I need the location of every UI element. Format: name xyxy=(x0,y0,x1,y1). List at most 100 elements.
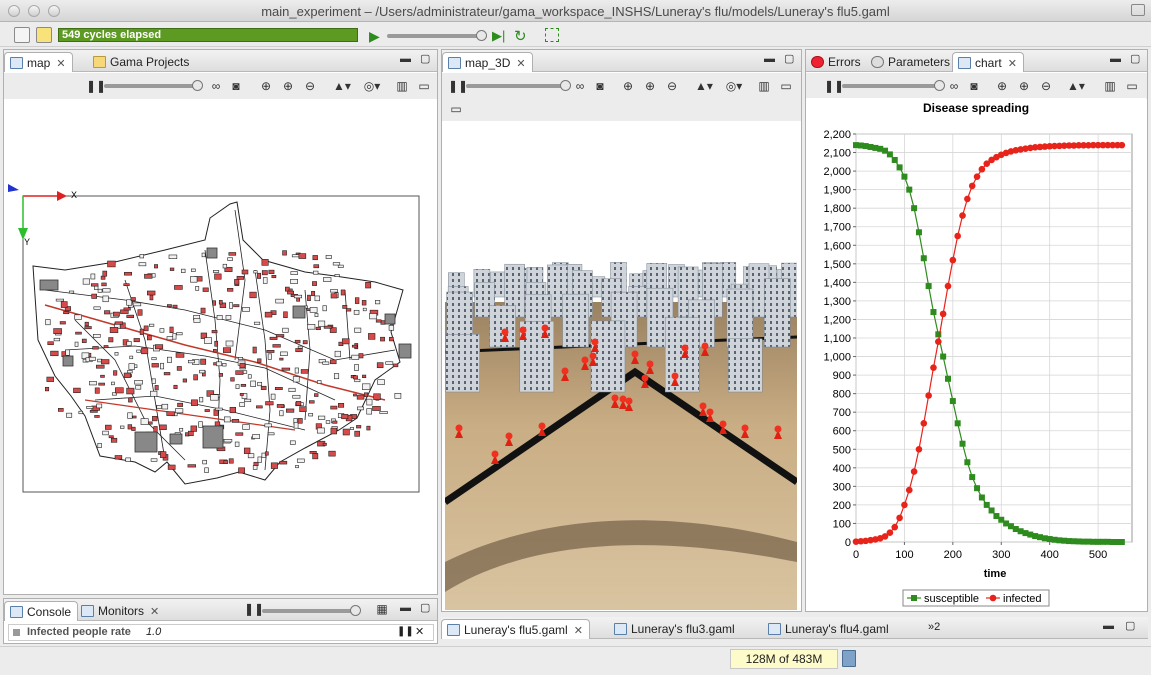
tab-gama-projects[interactable]: Gama Projects xyxy=(88,52,195,72)
map3d-refresh-slider[interactable] xyxy=(466,84,570,88)
monitor-value: 1.0 xyxy=(146,626,162,638)
susceptible-point xyxy=(1007,523,1014,530)
pause-icon[interactable]: ❚❚ xyxy=(86,79,107,93)
agent-cone xyxy=(589,357,597,366)
add-monitor-icon[interactable]: ▦ xyxy=(376,602,388,616)
zoom-fit-icon[interactable]: ⊕ xyxy=(622,79,634,93)
zoom-in-icon[interactable]: ⊕ xyxy=(644,79,656,93)
play-button[interactable]: ▶ xyxy=(369,28,380,44)
maximize-icon[interactable]: ▢ xyxy=(1130,53,1141,65)
globe-icon[interactable]: ◎▾ xyxy=(363,79,381,93)
disease-chart[interactable]: Disease spreading 0 100 200 300 400 500 600 700… xyxy=(806,98,1146,610)
tab-map3d[interactable]: map_3D ✕ xyxy=(442,52,533,72)
maximize-icon[interactable]: ▢ xyxy=(1125,620,1136,632)
reload-button[interactable]: ↻ xyxy=(514,28,527,45)
tab-chart[interactable]: chart ✕ xyxy=(952,52,1024,72)
map-slider-knob[interactable] xyxy=(192,80,203,91)
minimize-icon[interactable]: ▬ xyxy=(764,53,775,65)
minimize-icon[interactable]: ▬ xyxy=(400,602,411,614)
zoom-fit-icon[interactable]: ⊕ xyxy=(260,79,272,93)
tab-monitors[interactable]: Monitors ✕ xyxy=(76,601,165,621)
zoom-in-icon[interactable]: ⊕ xyxy=(1018,79,1030,93)
close-tab-icon[interactable]: ✕ xyxy=(516,58,526,70)
zoom-out-icon[interactable]: ⊖ xyxy=(1040,79,1052,93)
pause-monitor-icon[interactable]: ❚❚ xyxy=(397,626,414,637)
close-tab-icon[interactable]: ✕ xyxy=(56,58,66,70)
minimize-icon[interactable]: ▬ xyxy=(400,53,411,65)
tab-editor-flu4[interactable]: Luneray's flu4.gaml xyxy=(763,619,895,639)
close-tab-icon[interactable]: ✕ xyxy=(573,625,583,637)
pause-icon[interactable]: ❚❚ xyxy=(244,602,265,616)
minimize-window-button[interactable] xyxy=(28,5,40,17)
map3d-slider-knob[interactable] xyxy=(560,80,571,91)
layers-icon[interactable]: ▲▾ xyxy=(333,79,351,93)
building xyxy=(279,357,284,361)
camera-icon[interactable]: ◙ xyxy=(970,79,978,93)
minimize-icon[interactable]: ▬ xyxy=(1103,620,1114,632)
layers-icon[interactable]: ▲▾ xyxy=(1067,79,1085,93)
overlay-icon[interactable]: ▭ xyxy=(1126,79,1138,93)
close-window-button[interactable] xyxy=(8,5,20,17)
susceptible-point xyxy=(964,459,971,466)
tab-editor-flu5[interactable]: Luneray's flu5.gaml ✕ xyxy=(441,619,590,639)
pause-icon[interactable]: ❚❚ xyxy=(448,79,469,93)
layout-icon[interactable] xyxy=(545,28,559,42)
console-toggle-icon[interactable] xyxy=(14,27,30,43)
building xyxy=(167,464,176,470)
zoom-in-icon[interactable]: ⊕ xyxy=(282,79,294,93)
monitor-slider-knob[interactable] xyxy=(350,605,361,616)
camera-icon[interactable]: ◙ xyxy=(596,79,604,93)
building xyxy=(317,380,322,384)
chart-slider-knob[interactable] xyxy=(934,80,945,91)
side-panel-icon[interactable]: ▥ xyxy=(758,79,770,93)
map-refresh-slider[interactable] xyxy=(104,84,199,88)
link-icon[interactable]: ∞ xyxy=(575,79,585,93)
link-icon[interactable]: ∞ xyxy=(211,79,221,93)
overlay-icon[interactable]: ▭ xyxy=(418,79,430,93)
speed-slider[interactable] xyxy=(387,34,487,38)
globe-icon[interactable]: ◎▾ xyxy=(725,79,743,93)
remove-monitor-icon[interactable]: ✕ xyxy=(415,626,425,638)
agent-cone xyxy=(455,429,463,438)
tab-map[interactable]: map ✕ xyxy=(4,52,73,72)
overlay-icon[interactable]: ▭ xyxy=(780,79,792,93)
more-tabs-button[interactable]: »2 xyxy=(928,621,941,633)
minimize-icon[interactable]: ▬ xyxy=(1110,53,1121,65)
building xyxy=(172,333,177,340)
pause-icon[interactable]: ❚❚ xyxy=(824,79,845,93)
infected-point xyxy=(1041,143,1049,150)
monitor-refresh-slider[interactable] xyxy=(262,609,360,613)
zoom-out-icon[interactable]: ⊖ xyxy=(304,79,316,93)
tab-errors[interactable]: Errors xyxy=(806,52,867,72)
map-canvas[interactable]: X Y xyxy=(5,100,436,593)
maximize-icon[interactable]: ▢ xyxy=(420,53,431,65)
tab-parameters[interactable]: Parameters xyxy=(866,52,956,72)
map3d-canvas[interactable] xyxy=(445,122,797,610)
layers-icon[interactable]: ▲▾ xyxy=(695,79,713,93)
building xyxy=(228,252,237,256)
maximize-icon[interactable]: ▢ xyxy=(420,602,431,614)
tab-editor-flu3[interactable]: Luneray's flu3.gaml xyxy=(609,619,741,639)
building xyxy=(187,464,196,468)
side-panel-icon[interactable]: ▥ xyxy=(396,79,408,93)
side-panel-icon[interactable]: ▥ xyxy=(1104,79,1116,93)
trash-icon[interactable] xyxy=(842,650,856,667)
link-icon[interactable]: ∞ xyxy=(949,79,959,93)
tab-console[interactable]: Console xyxy=(4,601,79,621)
edit-icon[interactable] xyxy=(36,27,52,43)
zoom-out-icon[interactable]: ⊖ xyxy=(666,79,678,93)
agent-cone xyxy=(701,347,709,356)
step-button[interactable]: ▶| xyxy=(492,28,506,43)
fullscreen-button[interactable] xyxy=(1131,4,1145,16)
zoom-fit-icon[interactable]: ⊕ xyxy=(996,79,1008,93)
maximize-icon[interactable]: ▢ xyxy=(784,53,795,65)
zoom-window-button[interactable] xyxy=(48,5,60,17)
speed-slider-knob[interactable] xyxy=(476,30,487,41)
chart-refresh-slider[interactable] xyxy=(842,84,942,88)
split-view-icon[interactable]: ▭ xyxy=(450,102,462,116)
close-tab-icon[interactable]: ✕ xyxy=(1007,58,1017,70)
infected-point xyxy=(935,338,942,346)
camera-icon[interactable]: ◙ xyxy=(232,79,240,93)
building xyxy=(199,396,204,403)
close-tab-icon[interactable]: ✕ xyxy=(150,606,160,618)
